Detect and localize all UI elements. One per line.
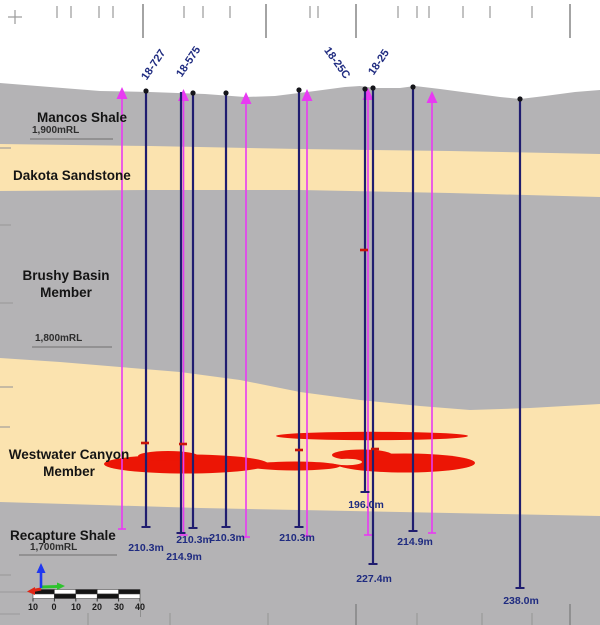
red-intercept-tick: [360, 248, 368, 252]
depth-label: 210.3m: [176, 534, 212, 546]
scale-bar-segment: [54, 593, 77, 599]
axis-arrow-up-head: [36, 563, 46, 573]
formation-label-recapture-shale: Recapture Shale: [10, 528, 116, 543]
magenta-hole-arrow: [426, 91, 438, 103]
depth-label: 238.0m: [503, 595, 539, 607]
magenta-hole-arrow: [116, 87, 128, 99]
scale-bar-segment: [118, 593, 141, 599]
scale-bar-segment: [96, 589, 119, 595]
scale-bar-segment: [32, 593, 55, 599]
magenta-hole-arrow: [240, 92, 252, 104]
ore-lens-connector: [250, 461, 340, 471]
depth-label: 214.9m: [397, 536, 433, 548]
formation-label-brushy-basin: Brushy Basin Member: [6, 267, 126, 301]
drill-hole-collar-dot: [190, 90, 196, 96]
scale-label-30: 30: [113, 602, 125, 612]
depth-label: 196.0m: [348, 499, 384, 511]
elevation-label-1800mrl: 1,800mRL: [35, 333, 83, 344]
formation-label-brushy-line1: Brushy Basin: [22, 268, 110, 283]
drill-hole-collar-dot: [223, 90, 229, 96]
depth-label: 210.3m: [209, 532, 245, 544]
drill-hole-collar-dot: [143, 88, 149, 94]
axis-arrow-east: [40, 585, 59, 589]
ore-notch: [332, 458, 362, 466]
scale-label-40: 40: [134, 602, 146, 612]
scale-bar-segment: [118, 589, 141, 595]
formation-label-brushy-line2: Member: [40, 285, 92, 300]
drill-hole-collar-dot: [296, 87, 302, 93]
axis-arrow-east-head: [57, 582, 65, 590]
red-intercept-tick: [141, 441, 149, 445]
axis-arrow-west-head: [27, 587, 35, 595]
scale-bar-segment: [75, 589, 98, 595]
red-intercept-tick: [179, 442, 187, 446]
formation-label-mancos-shale: Mancos Shale: [37, 110, 128, 125]
scale-label-10: 10: [70, 602, 82, 612]
formation-label-westwater-line2: Member: [43, 464, 95, 479]
elevation-label-1900mrl: 1,900mRL: [32, 125, 80, 136]
elevation-label-1700mrl: 1,700mRL: [30, 542, 78, 553]
magenta-hole-arrow: [301, 89, 313, 101]
mineralization-zones: [104, 431, 475, 474]
scale-label-20: 20: [91, 602, 103, 612]
formation-label-dakota-sandstone: Dakota Sandstone: [13, 168, 131, 183]
scale-label-0: 0: [51, 602, 57, 612]
drill-hole-collar-dot: [517, 96, 523, 102]
ore-lens-right-bump: [332, 449, 392, 461]
scale-bar-segment: [54, 589, 77, 595]
drill-hole-collar-dot: [370, 85, 376, 91]
red-intercept-tick: [371, 447, 379, 451]
depth-label: 227.4m: [356, 573, 392, 585]
depth-label: 210.3m: [128, 542, 164, 554]
scale-bar-segment: [75, 593, 98, 599]
depth-label: 210.3m: [279, 532, 315, 544]
formation-label-westwater-canyon: Westwater Canyon Member: [4, 446, 134, 480]
red-intercept-tick: [295, 448, 303, 452]
generated-geometry: [0, 4, 571, 625]
scale-label-10-left: 10: [27, 602, 39, 612]
depth-label: 214.9m: [166, 551, 202, 563]
scale-bar-segment: [96, 593, 119, 599]
formation-label-westwater-line1: Westwater Canyon: [8, 447, 130, 462]
drill-hole-collar-dot: [362, 86, 368, 92]
drill-hole-collar-dot: [410, 84, 416, 90]
